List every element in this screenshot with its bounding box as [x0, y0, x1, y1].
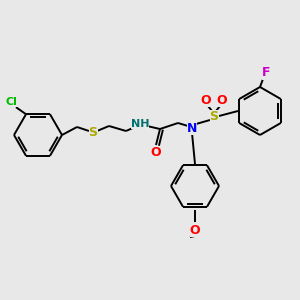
Text: O: O — [201, 94, 211, 106]
Text: Cl: Cl — [5, 97, 17, 107]
Text: S: S — [209, 110, 218, 122]
Text: O: O — [217, 94, 227, 106]
Text: NH: NH — [131, 119, 149, 129]
Text: F: F — [262, 67, 270, 80]
Text: N: N — [187, 122, 197, 134]
Text: O: O — [190, 224, 200, 236]
Text: O: O — [151, 146, 161, 158]
Text: S: S — [88, 127, 98, 140]
